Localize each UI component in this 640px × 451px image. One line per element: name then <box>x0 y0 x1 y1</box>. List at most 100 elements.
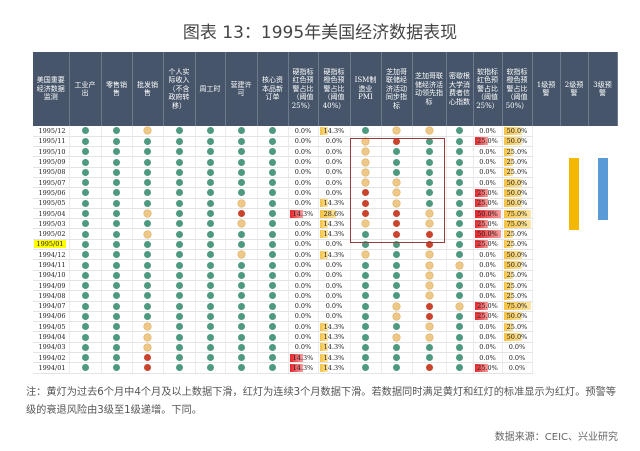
warning-level-cell <box>588 291 617 301</box>
indicator-cell <box>101 280 133 292</box>
indicator-cell <box>69 156 102 168</box>
indicator-cell <box>257 331 289 343</box>
warning-level-cell <box>532 301 560 311</box>
indicator-cell <box>412 177 447 189</box>
indicator-cell <box>195 290 226 302</box>
green-light-icon <box>269 127 276 135</box>
yellow-light-icon <box>456 261 463 269</box>
indicator-cell <box>69 198 102 209</box>
green-light-icon <box>175 354 183 362</box>
green-light-icon <box>362 323 369 331</box>
green-light-icon <box>269 220 276 228</box>
green-light-icon <box>237 137 245 145</box>
green-light-icon <box>237 189 245 197</box>
indicator-cell <box>132 321 164 333</box>
indicator-cell <box>132 208 164 220</box>
indicator-cell <box>446 136 474 148</box>
indicator-cell <box>69 342 102 354</box>
indicator-cell <box>195 352 226 364</box>
green-light-icon <box>456 137 463 145</box>
percent-cell: 0.0% <box>473 126 503 137</box>
table-row: 1995/11 0.0% 0.0% 25.0% 50.0% <box>33 136 617 148</box>
percent-cell: 0.0% <box>288 259 319 271</box>
red-light-icon <box>425 312 433 320</box>
green-light-icon <box>81 312 89 320</box>
indicator-cell <box>195 126 226 137</box>
indicator-cell <box>195 198 226 209</box>
indicator-cell <box>350 290 382 302</box>
percent-cell: 0.0% <box>473 290 503 302</box>
indicator-cell <box>350 280 382 292</box>
green-light-icon <box>393 158 400 166</box>
warning-level-cell <box>560 353 588 363</box>
indicator-cell <box>381 177 413 189</box>
red-light-icon <box>362 210 369 218</box>
percent-cell: 50.0% <box>502 198 533 209</box>
indicator-cell <box>446 177 474 189</box>
green-light-icon <box>237 168 245 176</box>
warning-level-cell <box>560 291 588 301</box>
green-light-icon <box>393 364 400 372</box>
indicator-cell <box>350 321 382 333</box>
green-light-icon <box>269 158 276 166</box>
warning-level-cell <box>560 311 588 321</box>
indicator-cell <box>350 187 382 199</box>
indicator-cell <box>446 362 474 374</box>
green-light-icon <box>237 240 245 248</box>
green-light-icon <box>237 282 245 290</box>
warning-level-cell <box>532 342 560 352</box>
green-light-icon <box>269 230 276 238</box>
indicator-cell <box>412 136 447 148</box>
percent-cell: 25.0% <box>473 362 503 374</box>
green-light-icon <box>425 137 433 145</box>
percent-cell: 25.0% <box>502 167 533 178</box>
indicator-cell <box>195 228 226 240</box>
green-light-icon <box>237 127 245 135</box>
percent-cell: 50.0% <box>502 331 533 343</box>
indicator-cell <box>225 249 258 261</box>
indicator-cell <box>446 311 474 323</box>
indicator-cell <box>350 259 382 271</box>
table-header: 美国重要经济数据监测 工业产出 零售销售 批发销售 个人实际收入（不含政府转移） 周工时营… <box>33 52 618 126</box>
percent-cell: 0.0% <box>318 177 351 189</box>
green-light-icon <box>113 364 120 372</box>
month-label: 1994/03 <box>33 342 70 354</box>
indicator-cell <box>225 156 258 168</box>
percent-cell: 25.0% <box>473 301 503 312</box>
warning-level-cell <box>560 280 588 290</box>
green-light-icon <box>113 210 120 218</box>
table-row: 1995/10 0.0% 0.0% 0.0% 25.0% <box>33 146 617 158</box>
indicator-cell <box>132 146 164 158</box>
indicator-cell <box>132 331 164 343</box>
yellow-light-icon <box>362 168 369 176</box>
indicator-cell <box>132 362 164 374</box>
percent-cell: 50.0% <box>502 136 533 148</box>
green-light-icon <box>144 137 151 145</box>
warning-level-cell <box>560 363 588 373</box>
green-light-icon <box>393 148 400 156</box>
indicator-cell <box>163 208 196 220</box>
indicator-cell <box>132 249 164 261</box>
green-light-icon <box>113 199 120 207</box>
red-light-icon <box>237 210 245 218</box>
month-label: 1995/06 <box>33 187 70 199</box>
green-light-icon <box>113 220 120 228</box>
indicator-cell <box>257 280 289 292</box>
red-light-icon <box>362 199 369 207</box>
percent-cell: 0.0% <box>288 239 319 251</box>
indicator-cell <box>446 301 474 312</box>
green-light-icon <box>144 179 151 187</box>
green-light-icon <box>175 168 183 176</box>
green-light-icon <box>206 282 214 290</box>
percent-cell: 75.0% <box>502 301 533 312</box>
green-light-icon <box>81 199 89 207</box>
green-light-icon <box>206 158 214 166</box>
indicator-cell <box>381 208 413 220</box>
indicator-cell <box>446 352 474 364</box>
green-light-icon <box>456 168 463 176</box>
green-light-icon <box>362 282 369 290</box>
indicator-cell <box>101 198 133 209</box>
percent-cell: 0.0% <box>288 177 319 189</box>
column-header: 零售销售 <box>101 52 133 126</box>
indicator-cell <box>446 249 474 261</box>
